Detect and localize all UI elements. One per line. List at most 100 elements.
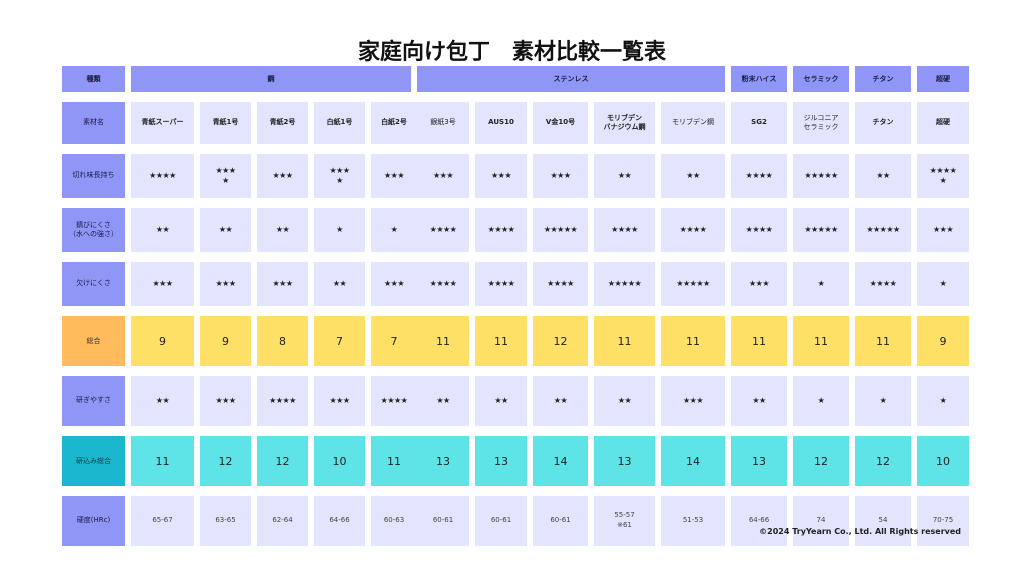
chip-cell-m3: ★★★ [257, 262, 308, 306]
grind-total-cell-m11: 13 [731, 436, 787, 486]
rust-cell-m14: ★★★ [917, 208, 969, 252]
rust-cell-m8: ★★★★★ [533, 208, 588, 252]
hardness-cell-m14: 70-75 [917, 496, 969, 546]
group-titanium: チタン [855, 66, 911, 92]
row-label-total: 総合 [62, 316, 125, 366]
rust-cell-m2: ★★ [200, 208, 251, 252]
total-cell-m12: 11 [793, 316, 849, 366]
grind-total-cell-m4: 10 [314, 436, 365, 486]
total-cell-m1: 9 [131, 316, 194, 366]
ease-cell-m7: ★★ [475, 376, 527, 426]
total-cell-m5: 7 [371, 316, 417, 366]
total-cell-m10: 11 [661, 316, 725, 366]
sharpness-cell-m11: ★★★★ [731, 154, 787, 198]
sharpness-cell-m2: ★★★ ★ [200, 154, 251, 198]
page-title: 家庭向け包丁 素材比較一覧表 [357, 40, 666, 65]
rust-cell-m13: ★★★★★ [855, 208, 911, 252]
chip-cell-m10: ★★★★★ [661, 262, 725, 306]
hardness-cell-m8: 60-61 [533, 496, 588, 546]
comparison-table: 種類 鋼 ステンレス 粉末ハイス セラミック チタン 超硬 素材名 青紙スーパー青… [62, 66, 969, 546]
rust-cell-m4: ★ [314, 208, 365, 252]
row-label-chip: 欠けにくさ [62, 262, 125, 306]
ease-cell-m13: ★ [855, 376, 911, 426]
chip-cell-m5: ★★★ [371, 262, 417, 306]
ease-cell-m3: ★★★★ [257, 376, 308, 426]
material-cell-m2: 青紙1号 [200, 102, 251, 144]
row-label-ease: 研ぎやすさ [62, 376, 125, 426]
sharpness-cell-m13: ★★ [855, 154, 911, 198]
rust-cell-m12: ★★★★★ [793, 208, 849, 252]
row-group: ★★ ★★ ★★ ★★ ★★★ [417, 376, 725, 426]
grind-total-cell-m8: 14 [533, 436, 588, 486]
row-label-material: 素材名 [62, 102, 125, 144]
ease-cell-m11: ★★ [731, 376, 787, 426]
sharpness-cell-m12: ★★★★★ [793, 154, 849, 198]
rust-cell-m9: ★★★★ [594, 208, 655, 252]
material-cell-m14: 超硬 [917, 102, 969, 144]
chip-cell-m13: ★★★★ [855, 262, 911, 306]
row-group: 銀紙3号 AUS10 V金10号 モリブデン バナジウム鋼 モリブデン鋼 [417, 102, 725, 144]
total-cell-m4: 7 [314, 316, 365, 366]
total-cell-m6: 11 [417, 316, 469, 366]
row-label-grind-total: 研込み総合 [62, 436, 125, 486]
sharpness-cell-m7: ★★★ [475, 154, 527, 198]
chip-cell-m9: ★★★★★ [594, 262, 655, 306]
grind-total-cell-m6: 13 [417, 436, 469, 486]
chip-cell-m6: ★★★★ [417, 262, 469, 306]
grind-total-cell-m7: 13 [475, 436, 527, 486]
total-cell-m7: 11 [475, 316, 527, 366]
material-cell-m6: 銀紙3号 [417, 102, 469, 144]
row-label-rust: 錆びにくさ （水への強さ） [62, 208, 125, 252]
chip-cell-m11: ★★★ [731, 262, 787, 306]
hardness-cell-m3: 62-64 [257, 496, 308, 546]
hardness-cell-m9: 55-57 ※61 [594, 496, 655, 546]
row-label-type: 種類 [62, 66, 125, 92]
total-cell-m3: 8 [257, 316, 308, 366]
material-cell-m10: モリブデン鋼 [661, 102, 725, 144]
material-cell-m4: 白紙1号 [314, 102, 365, 144]
chip-cell-m12: ★ [793, 262, 849, 306]
row-group: ★★★ ★★★ ★★★ ★★ ★★★ [131, 262, 417, 306]
ease-cell-m9: ★★ [594, 376, 655, 426]
material-cell-m3: 青紙2号 [257, 102, 308, 144]
grind-total-cell-m3: 12 [257, 436, 308, 486]
row-group: 11 11 12 11 11 [417, 316, 725, 366]
group-stainless: ステンレス [417, 66, 725, 92]
row-label-hardness: 硬度(HRc) [62, 496, 125, 546]
sharpness-cell-m5: ★★★ [371, 154, 417, 198]
row-group: ★★★★ ★★★★ ★★★★★ ★★★★ ★★★★ [417, 208, 725, 252]
hardness-cell-m5: 60-63 [371, 496, 417, 546]
chip-cell-m1: ★★★ [131, 262, 194, 306]
row-group: 65-67 63-65 62-64 64-66 60-63 [131, 496, 417, 546]
hardness-cell-m12: 74 [793, 496, 849, 546]
material-cell-m13: チタン [855, 102, 911, 144]
chip-cell-m14: ★ [917, 262, 969, 306]
sharpness-cell-m14: ★★★★ ★ [917, 154, 969, 198]
ease-cell-m2: ★★★ [200, 376, 251, 426]
total-cell-m11: 11 [731, 316, 787, 366]
sharpness-cell-m9: ★★ [594, 154, 655, 198]
chip-cell-m7: ★★★★ [475, 262, 527, 306]
hardness-cell-m10: 51-53 [661, 496, 725, 546]
grind-total-cell-m2: 12 [200, 436, 251, 486]
ease-cell-m12: ★ [793, 376, 849, 426]
ease-cell-m14: ★ [917, 376, 969, 426]
ease-cell-m5: ★★★★ [371, 376, 417, 426]
ease-cell-m10: ★★★ [661, 376, 725, 426]
row-group: ★★ ★★ ★★ ★ ★ [131, 208, 417, 252]
total-cell-m8: 12 [533, 316, 588, 366]
chip-cell-m4: ★★ [314, 262, 365, 306]
grind-total-cell-m10: 14 [661, 436, 725, 486]
rust-cell-m11: ★★★★ [731, 208, 787, 252]
row-group: 60-61 60-61 60-61 55-57 ※61 51-53 [417, 496, 725, 546]
hardness-cell-m1: 65-67 [131, 496, 194, 546]
ease-cell-m6: ★★ [417, 376, 469, 426]
sharpness-cell-m1: ★★★★ [131, 154, 194, 198]
rust-cell-m10: ★★★★ [661, 208, 725, 252]
hardness-cell-m11: 64-66 [731, 496, 787, 546]
hardness-cell-m13: 54 [855, 496, 911, 546]
row-group: ★★★★ ★★★★ ★★★★ ★★★★★ ★★★★★ [417, 262, 725, 306]
grind-total-cell-m12: 12 [793, 436, 849, 486]
row-group: 13 13 14 13 14 [417, 436, 725, 486]
